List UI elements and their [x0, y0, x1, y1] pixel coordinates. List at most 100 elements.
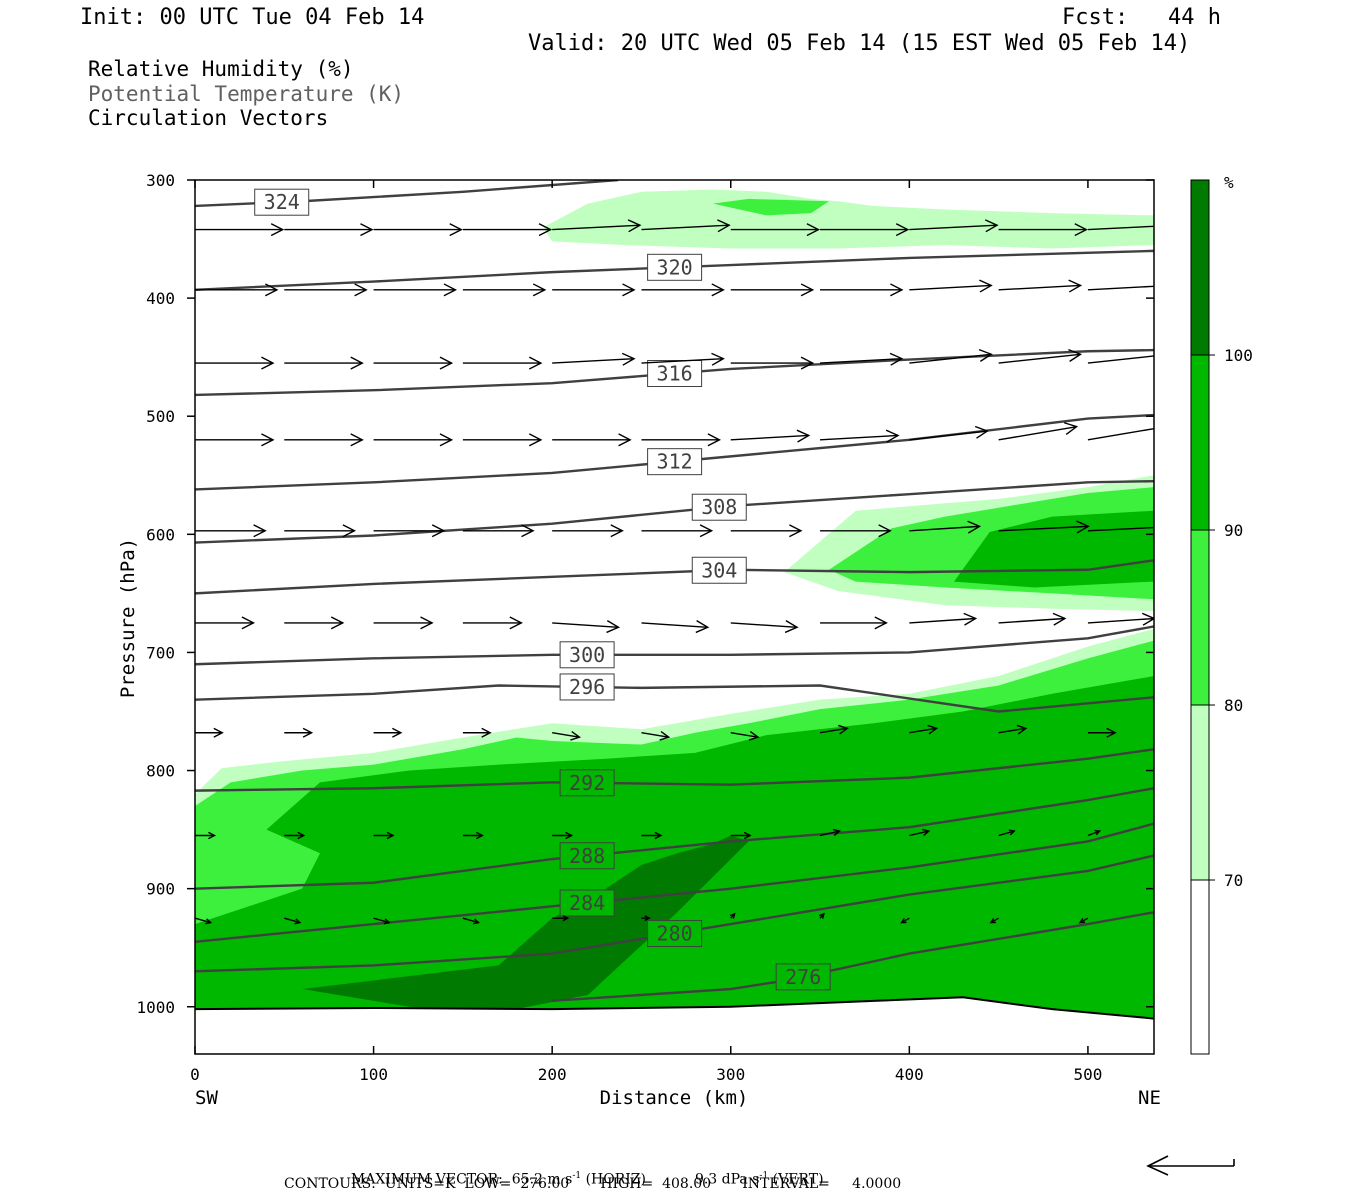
- max-horiz-tag: (HORIZ): [585, 1171, 646, 1188]
- vector-head: [711, 283, 725, 297]
- vector-shaft: [1087, 225, 1154, 231]
- vector-shaft: [998, 525, 1089, 532]
- field-rh-label: Relative Humidity (%): [88, 57, 354, 81]
- field-theta-label: Potential Temperature (K): [88, 82, 405, 106]
- vector-shaft: [998, 617, 1065, 624]
- vector-shaft: [909, 525, 980, 532]
- vector-head: [241, 616, 256, 630]
- theta-contour-288: [195, 787, 1154, 890]
- x-tick-label: 400: [895, 1065, 924, 1084]
- surface-line: [195, 996, 1154, 1020]
- vector-head: [800, 356, 815, 370]
- vector-shaft: [820, 357, 902, 364]
- theta-label-box-276: [775, 963, 831, 991]
- vector-shaft: [1087, 830, 1100, 837]
- rh-region-70: [543, 189, 1154, 249]
- vector-head: [297, 831, 306, 840]
- vector-shaft: [730, 622, 798, 629]
- vector-head: [449, 223, 463, 237]
- theta-label-316: 316: [657, 362, 693, 386]
- vector-head: [439, 356, 454, 370]
- vector-head: [528, 433, 543, 447]
- theta-contour-320: [195, 249, 1154, 292]
- vector-head: [439, 433, 454, 447]
- theta-label-276: 276: [785, 965, 821, 989]
- vector-head: [1064, 422, 1079, 435]
- vector-head: [1076, 520, 1090, 534]
- vector-head: [922, 828, 931, 836]
- vector-head: [622, 283, 636, 297]
- vector-head: [253, 524, 267, 538]
- theta-label-324: 324: [264, 190, 300, 214]
- y-tick-label: 900: [146, 880, 175, 899]
- vector-head: [838, 724, 849, 735]
- vector-shaft: [730, 732, 759, 738]
- theta-contour-280: [195, 854, 1154, 973]
- y-tick-label: 500: [146, 407, 175, 426]
- y-tick-label: 300: [146, 171, 175, 190]
- vector-head: [528, 356, 543, 370]
- max-vector-label: MAXIMUM VECTOR:: [350, 1171, 503, 1188]
- colorbar-frame: [1190, 179, 1210, 1055]
- rh-region-100: [302, 835, 749, 1013]
- vector-shaft: [909, 284, 992, 291]
- theta-contour-300: [195, 625, 1154, 666]
- vector-head: [1016, 724, 1028, 735]
- vector-head: [989, 918, 996, 924]
- x-tick-label: 100: [359, 1065, 388, 1084]
- vector-head: [789, 524, 803, 538]
- vector-shaft: [641, 732, 669, 738]
- vector-head: [659, 730, 671, 741]
- vector-shaft: [1087, 355, 1154, 364]
- vector-head: [621, 352, 636, 366]
- vector-head: [443, 283, 458, 297]
- vector-head: [261, 356, 275, 370]
- colorbar-label: 80: [1224, 696, 1243, 715]
- vector-head: [927, 724, 939, 735]
- theta-label-280: 280: [657, 922, 693, 946]
- vector-head: [699, 524, 714, 538]
- x-tick-label: 200: [538, 1065, 567, 1084]
- vector-shaft: [998, 830, 1015, 837]
- theta-label-box-284: [559, 889, 615, 917]
- vector-head: [748, 730, 760, 741]
- vector-head: [565, 831, 574, 840]
- theta-contour-276: [552, 911, 1154, 1003]
- colorbar-label: 100: [1224, 346, 1253, 365]
- vector-head: [330, 616, 345, 630]
- vector-shaft: [909, 353, 992, 364]
- colorbar-band: [1191, 880, 1209, 1054]
- colorbar-band: [1191, 705, 1209, 880]
- vector-shaft: [909, 727, 937, 734]
- colorbar-band: [1191, 180, 1209, 355]
- vector-shaft: [909, 224, 998, 231]
- vector-head: [1141, 612, 1154, 626]
- vector-head: [481, 727, 492, 738]
- max-vert-tag: (VERT): [772, 1171, 824, 1188]
- max-horiz-value: 65.2 m s: [511, 1171, 573, 1188]
- vector-head: [974, 425, 989, 439]
- vector-head: [729, 912, 736, 919]
- vector-head: [1068, 348, 1083, 362]
- theta-label-box-292: [559, 769, 615, 797]
- vector-head: [889, 352, 904, 366]
- y-tick-label: 1000: [136, 998, 175, 1017]
- vector-head: [392, 727, 403, 738]
- vector-head: [874, 616, 888, 630]
- y-axis-title: Pressure (hPa): [117, 538, 139, 698]
- vector-head: [342, 524, 357, 538]
- max-horiz-exponent: -1: [572, 1171, 582, 1181]
- x-axis-title: Distance (km): [600, 1087, 749, 1109]
- reference-vector-icon: [1146, 1155, 1235, 1176]
- theta-label-292: 292: [569, 771, 605, 795]
- vector-head: [784, 620, 799, 634]
- max-vert-exponent: -1: [759, 1171, 769, 1181]
- vector-head: [1008, 829, 1016, 836]
- vector-head: [984, 219, 999, 233]
- vector-shaft: [462, 917, 479, 924]
- vector-head: [538, 223, 553, 237]
- contour-info-line: CONTOURS: UNITS=K LOW= 276.00 HIGH= 408.…: [284, 1176, 902, 1192]
- theta-label-box-296: [559, 673, 615, 701]
- vector-head: [1094, 829, 1102, 836]
- theta-label-box-280: [647, 920, 703, 948]
